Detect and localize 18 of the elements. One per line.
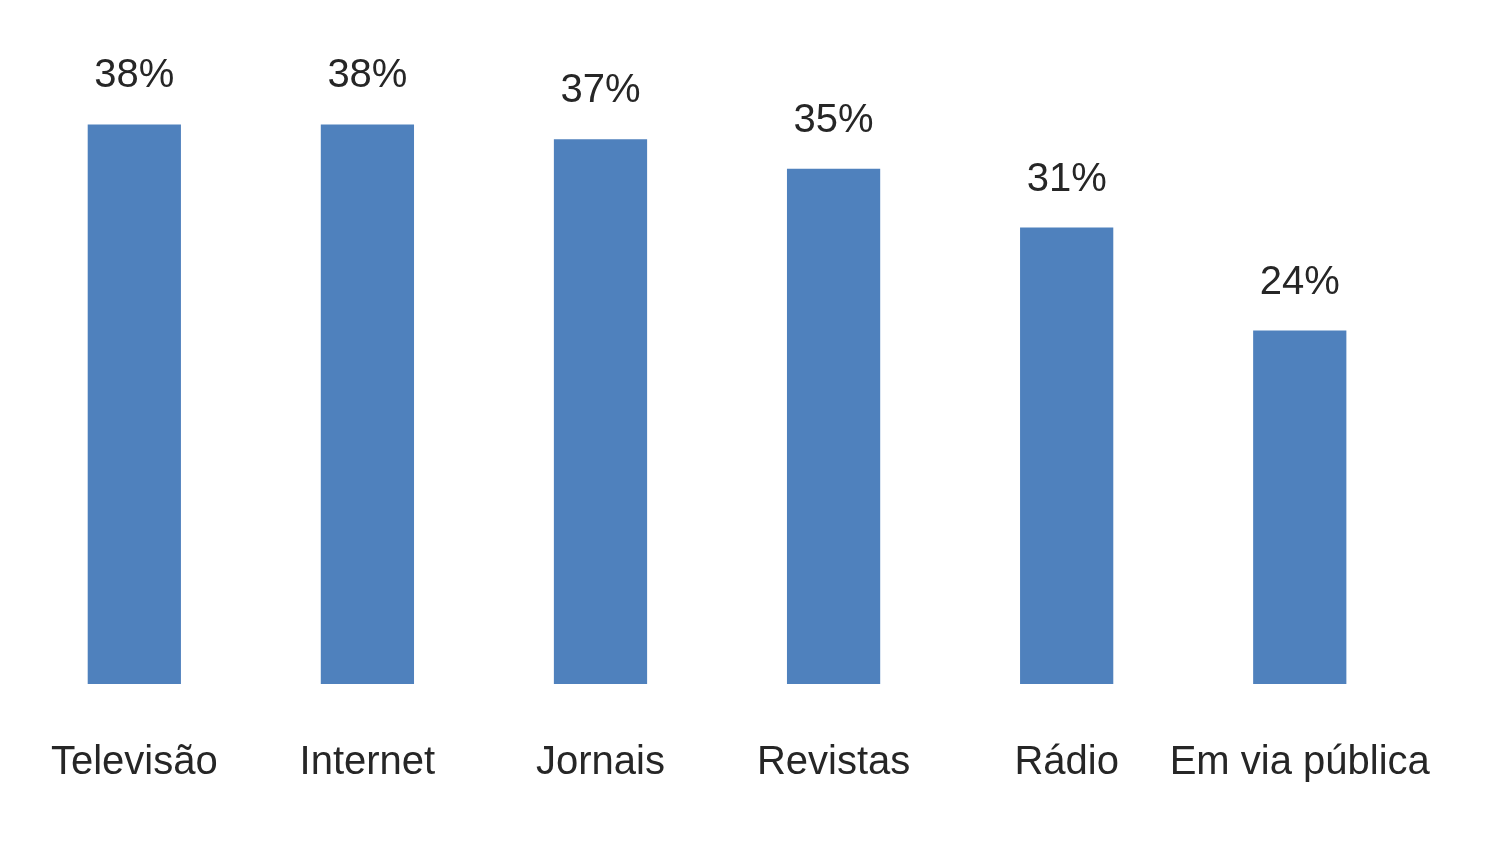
x-tick-label: Revistas — [756, 738, 911, 783]
bar — [320, 124, 415, 684]
data-label: 38% — [94, 51, 175, 96]
x-tick-label: Rádio — [1014, 738, 1119, 783]
x-tick-label: Jornais — [536, 738, 665, 783]
bar — [1253, 330, 1347, 684]
data-label: 38% — [327, 51, 408, 96]
data-label: 24% — [1259, 257, 1340, 302]
x-tick-label: Internet — [299, 738, 436, 783]
bar — [786, 168, 881, 684]
bar — [553, 139, 648, 684]
x-tick-label: Televisão — [50, 738, 218, 783]
data-label: 35% — [793, 95, 874, 140]
bar — [1020, 227, 1114, 684]
x-tick-label: Em via pública — [1169, 738, 1431, 783]
bar — [87, 124, 181, 684]
data-label: 31% — [1026, 154, 1107, 199]
data-label: 37% — [560, 66, 641, 111]
